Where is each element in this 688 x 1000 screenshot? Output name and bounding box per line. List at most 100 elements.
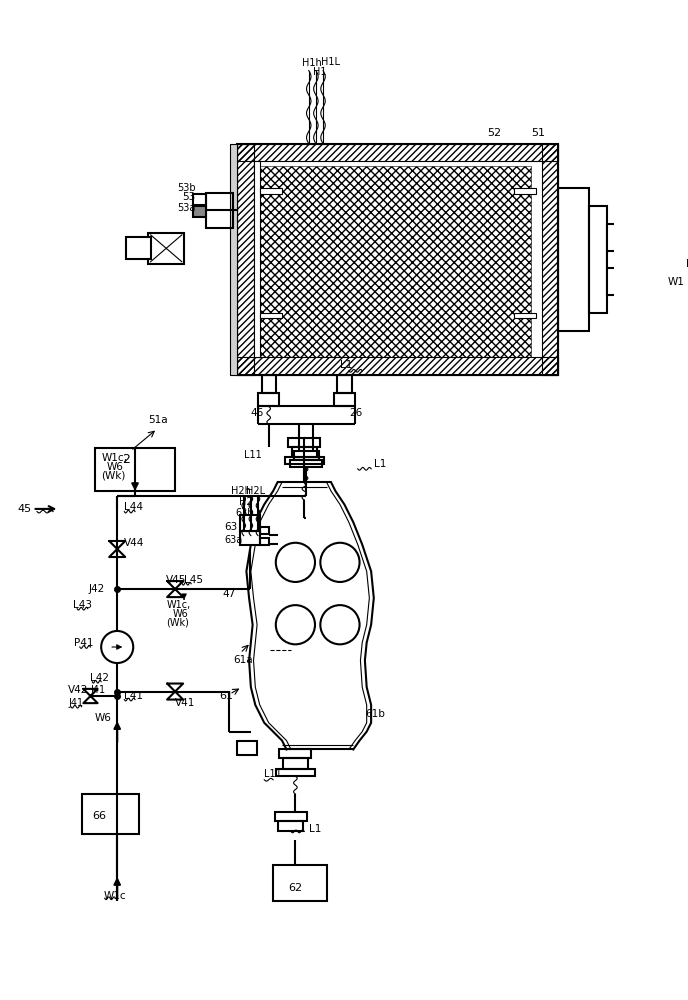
Text: W6: W6 — [173, 609, 189, 619]
Text: 53a: 53a — [177, 203, 195, 213]
Bar — [193, 194, 206, 205]
Text: V45: V45 — [166, 575, 186, 585]
Text: V41: V41 — [175, 698, 195, 708]
Text: 26: 26 — [349, 408, 362, 418]
Text: V44: V44 — [125, 538, 144, 548]
Bar — [237, 741, 257, 755]
Text: V42: V42 — [68, 685, 89, 695]
Bar — [279, 821, 303, 831]
Circle shape — [276, 605, 315, 644]
Text: L44: L44 — [125, 502, 143, 512]
Text: L42: L42 — [91, 673, 109, 683]
Bar — [283, 758, 308, 769]
Text: W6: W6 — [107, 462, 123, 472]
Text: L11: L11 — [264, 769, 282, 779]
Circle shape — [321, 543, 360, 582]
Circle shape — [321, 605, 360, 644]
Text: H1h: H1h — [301, 58, 321, 68]
Text: 62: 62 — [288, 883, 303, 893]
Bar — [292, 447, 316, 457]
Bar — [514, 188, 536, 194]
Bar — [240, 531, 260, 545]
Text: 46: 46 — [251, 408, 264, 418]
Text: 63a: 63a — [224, 535, 242, 545]
Bar — [630, 242, 660, 277]
Text: L11: L11 — [244, 450, 261, 460]
Bar — [230, 144, 237, 375]
Text: 63: 63 — [224, 522, 237, 532]
Text: W1: W1 — [668, 277, 685, 287]
Text: L1: L1 — [340, 360, 352, 370]
Text: H1: H1 — [313, 67, 327, 77]
Text: (Wk): (Wk) — [166, 618, 189, 628]
Bar — [260, 166, 532, 357]
Bar — [260, 538, 269, 545]
Bar — [285, 457, 324, 464]
Text: H2L: H2L — [246, 486, 266, 496]
Bar — [206, 193, 233, 228]
Text: 61a: 61a — [233, 655, 252, 665]
Text: 45: 45 — [17, 504, 32, 514]
Bar — [149, 233, 184, 264]
Text: W1c,: W1c, — [166, 600, 191, 610]
Text: W6: W6 — [95, 713, 112, 723]
Bar — [240, 515, 260, 531]
Text: L1: L1 — [374, 459, 386, 469]
Bar — [276, 769, 315, 776]
Bar — [260, 188, 282, 194]
Bar — [288, 438, 321, 447]
Text: H2: H2 — [239, 497, 253, 507]
Text: J41: J41 — [91, 685, 105, 695]
Text: 52: 52 — [487, 128, 501, 138]
Text: 66: 66 — [92, 811, 107, 821]
Text: 51a: 51a — [149, 415, 168, 425]
Text: J41: J41 — [68, 698, 83, 708]
Text: W1c: W1c — [104, 891, 127, 901]
Bar — [237, 144, 558, 375]
Circle shape — [276, 543, 315, 582]
Bar — [260, 527, 269, 534]
Bar — [290, 460, 322, 467]
Bar — [558, 188, 590, 331]
Text: 2: 2 — [122, 453, 129, 466]
Text: 47: 47 — [222, 589, 235, 599]
Bar — [337, 375, 352, 393]
Bar — [261, 375, 276, 393]
Bar — [334, 393, 355, 406]
Bar — [279, 749, 312, 758]
Bar — [542, 144, 558, 375]
Text: 61: 61 — [219, 691, 234, 701]
Bar — [260, 313, 282, 318]
Bar — [608, 224, 630, 295]
Bar — [82, 794, 140, 834]
Bar — [669, 228, 688, 291]
Text: J42: J42 — [89, 584, 105, 594]
Text: L1: L1 — [686, 259, 688, 269]
Bar — [273, 865, 327, 901]
Text: L1: L1 — [309, 824, 321, 834]
Bar — [514, 313, 536, 318]
Bar — [590, 206, 608, 313]
Bar — [294, 451, 319, 460]
Text: 63b: 63b — [236, 508, 254, 518]
Text: 53: 53 — [182, 192, 195, 202]
Text: W1c,: W1c, — [101, 453, 127, 463]
Bar — [193, 206, 206, 217]
Bar — [237, 144, 558, 161]
Bar — [660, 237, 669, 282]
Bar — [275, 812, 307, 821]
Text: H1L: H1L — [321, 57, 341, 67]
Text: L43: L43 — [73, 600, 92, 610]
Bar — [258, 393, 279, 406]
Text: (Wk): (Wk) — [101, 471, 125, 481]
Bar — [126, 237, 151, 259]
Circle shape — [101, 631, 133, 663]
Text: 53b: 53b — [177, 183, 195, 193]
Text: H2h: H2h — [231, 486, 251, 496]
Bar — [95, 448, 175, 491]
Bar — [253, 161, 260, 357]
Text: P41: P41 — [74, 638, 94, 648]
Bar — [237, 357, 558, 375]
Bar — [237, 144, 253, 375]
Text: L41: L41 — [125, 691, 143, 701]
